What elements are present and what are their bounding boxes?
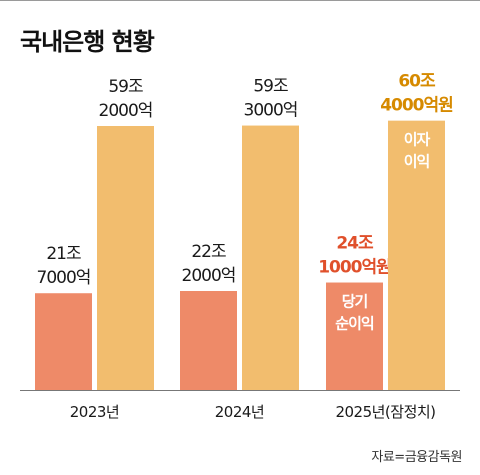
value-label-1-0-line2: 2000억 <box>99 101 153 121</box>
value-label-0-0-line2: 7000억 <box>37 268 91 288</box>
value-label-0-0-line1: 21조 <box>46 244 81 264</box>
value-label-1-1-line1: 59조 <box>253 77 288 97</box>
series-inner-label-1-1: 이익 <box>404 153 430 171</box>
series-inner-label-1-0: 이자 <box>404 131 431 149</box>
category-label-2: 2025년(잠정치) <box>335 403 435 421</box>
value-label-0-1-line1: 22조 <box>191 242 226 262</box>
series-inner-label-0-1: 순이익 <box>335 315 374 333</box>
value-label-1-2-line1: 60조 <box>398 72 436 92</box>
bar-interest-0 <box>97 126 154 390</box>
category-label-1: 2024년 <box>215 403 264 421</box>
bar-net-income-0 <box>35 293 92 390</box>
chart-title: 국내은행 현황 <box>20 28 155 56</box>
bar-net-income-1 <box>180 291 237 390</box>
category-label-0: 2023년 <box>70 403 119 421</box>
bar-net-income-2 <box>326 282 383 390</box>
value-label-0-1-line2: 2000억 <box>182 266 236 286</box>
source-note: 자료=금융감독원 <box>371 450 462 465</box>
value-label-1-0-line1: 59조 <box>108 77 143 97</box>
value-label-1-1-line2: 3000억 <box>244 101 298 121</box>
series-inner-label-0-0: 당기 <box>342 293 368 311</box>
value-label-0-2-line2: 1000억원 <box>318 258 391 278</box>
value-label-0-2-line1: 24조 <box>336 234 374 254</box>
top-divider <box>0 0 480 1</box>
bar-interest-1 <box>242 125 299 391</box>
bar-interest-2 <box>388 120 445 390</box>
value-label-1-2-line2: 4000억원 <box>380 96 453 116</box>
